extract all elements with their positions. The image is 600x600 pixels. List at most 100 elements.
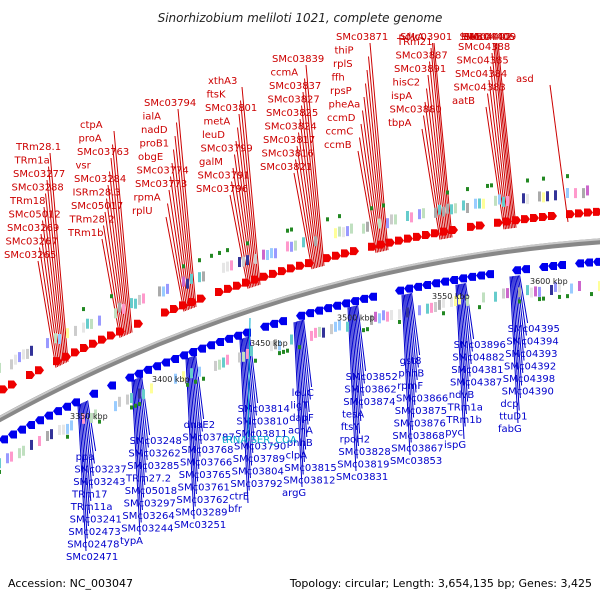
feature-block xyxy=(58,424,61,435)
feature-marker xyxy=(298,345,301,350)
reverse-gene-arrow xyxy=(35,416,44,425)
reverse-gene-arrow xyxy=(278,317,287,326)
reverse-gene-label: rpmF xyxy=(397,381,423,392)
reverse-gene-arrow xyxy=(242,328,251,337)
feature-marker xyxy=(246,241,249,246)
reverse-gene-label: SMc04381 xyxy=(451,365,503,376)
forward-leader xyxy=(106,198,125,336)
feature-block xyxy=(330,324,333,335)
forward-gene-label: SMc04406 xyxy=(463,32,515,43)
forward-gene-arrow xyxy=(134,319,143,328)
feature-block xyxy=(554,281,557,292)
feature-block xyxy=(190,368,193,379)
feature-marker xyxy=(210,253,213,258)
forward-gene-arrow xyxy=(431,229,440,238)
reverse-leader xyxy=(461,283,471,377)
forward-gene-arrow xyxy=(98,335,107,344)
forward-gene-label: SMc03891 xyxy=(394,64,446,75)
reverse-gene-arrow xyxy=(0,435,8,444)
reverse-gene-arrow xyxy=(557,261,566,270)
forward-gene-label: SMc03265 xyxy=(4,250,56,261)
forward-leader xyxy=(296,145,316,269)
feature-block xyxy=(174,373,177,384)
forward-leader xyxy=(110,157,130,334)
reverse-gene-label: ligT xyxy=(290,401,309,412)
reverse-gene-arrow xyxy=(197,344,206,353)
forward-gene-arrow xyxy=(395,236,404,245)
forward-gene-arrow xyxy=(179,301,188,310)
forward-gene-arrow xyxy=(512,216,521,225)
reverse-gene-label: SMc03297 xyxy=(124,499,176,510)
forward-gene-labels: SMc03265 SMc03267 SMc03269 SMc05012 TRm18 SMc… xyxy=(4,32,534,261)
feature-block xyxy=(334,321,337,332)
forward-gene-arrow xyxy=(323,254,332,263)
reverse-gene-label: SMc03241 xyxy=(70,515,122,526)
reverse-gene-arrow xyxy=(8,430,17,439)
feature-block xyxy=(122,303,125,314)
feature-block xyxy=(526,194,529,205)
feature-block xyxy=(114,401,117,412)
feature-block xyxy=(494,195,497,206)
reverse-leader xyxy=(463,283,473,352)
reverse-gene-label: SMc03285 xyxy=(127,461,179,472)
reverse-gene-label: SMc03766 xyxy=(180,458,232,469)
reverse-leader xyxy=(462,283,472,365)
reverse-gene-arrow xyxy=(206,341,215,350)
feature-block xyxy=(226,354,229,365)
reverse-leader xyxy=(514,275,524,374)
reverse-leader xyxy=(354,305,364,397)
feature-block xyxy=(6,453,9,464)
forward-gene-label: SMc04385 xyxy=(457,56,509,67)
feature-marker xyxy=(278,351,281,356)
reverse-leader xyxy=(139,376,149,448)
reverse-leader xyxy=(135,379,145,498)
forward-gene-arrow xyxy=(584,208,593,217)
feature-block xyxy=(398,309,401,320)
reverse-leader xyxy=(456,284,466,427)
reverse-gene-arrow xyxy=(233,331,242,340)
feature-marker xyxy=(198,258,201,263)
feature-block xyxy=(418,305,421,316)
reverse-gene-label: ftsY xyxy=(341,422,360,433)
forward-gene-arrow xyxy=(188,297,197,306)
feature-block xyxy=(522,193,525,204)
feature-block xyxy=(370,314,373,325)
reverse-leader xyxy=(195,355,205,420)
forward-gene-arrow xyxy=(422,231,431,240)
forward-leader xyxy=(170,176,189,310)
topology-summary: Topology: circular; Length: 3,654,135 bp… xyxy=(289,577,592,590)
reverse-leader xyxy=(294,321,304,475)
feature-block xyxy=(466,295,469,306)
feature-block xyxy=(478,198,481,209)
reverse-gene-label: SMc04882 xyxy=(452,353,504,364)
feature-block xyxy=(138,294,141,305)
reverse-gene-label: SMc04398 xyxy=(503,374,555,385)
forward-gene-label: rpsP xyxy=(330,86,352,97)
feature-block xyxy=(482,198,485,209)
feature-block xyxy=(378,313,381,324)
forward-leader xyxy=(304,78,323,267)
reverse-gene-arrow xyxy=(17,425,26,434)
feature-block xyxy=(458,294,461,305)
reverse-gene-arrow xyxy=(476,271,485,280)
reverse-leader xyxy=(300,320,310,413)
reverse-gene-arrow xyxy=(359,294,368,303)
reverse-leader xyxy=(455,284,465,440)
reverse-gene-label: dcp xyxy=(500,399,518,410)
forward-leader xyxy=(494,42,514,229)
feature-block xyxy=(90,318,93,329)
forward-leader xyxy=(359,137,378,253)
feature-block xyxy=(118,302,121,313)
forward-gene-arrow xyxy=(8,380,17,389)
forward-gene-arrow xyxy=(377,240,386,249)
feature-marker xyxy=(446,190,449,195)
feature-block xyxy=(434,207,437,218)
forward-gene-label: TRm18 xyxy=(9,196,46,207)
reverse-leader xyxy=(87,400,97,452)
feature-block xyxy=(30,345,33,356)
feature-block xyxy=(558,282,561,293)
feature-block xyxy=(386,311,389,322)
feature-block xyxy=(46,431,49,442)
forward-leader xyxy=(293,172,313,270)
